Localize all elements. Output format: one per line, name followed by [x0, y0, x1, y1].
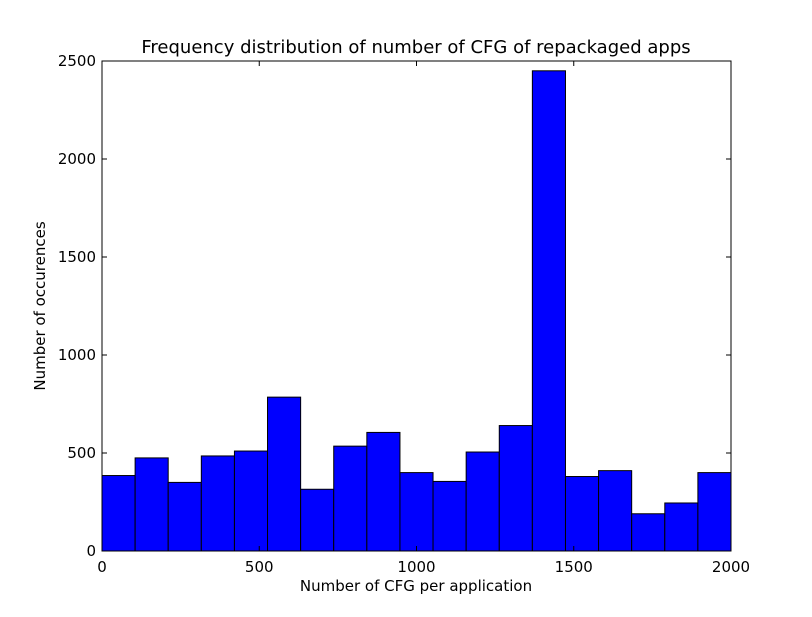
chart-title: Frequency distribution of number of CFG …: [141, 37, 690, 58]
histogram-bar: [465, 451, 500, 552]
histogram-bar: [664, 502, 699, 552]
histogram-bar: [267, 396, 302, 552]
histogram-bar: [300, 488, 335, 552]
histogram-bar: [598, 470, 633, 552]
y-tick-label: 2500: [58, 52, 96, 70]
histogram-bar: [366, 431, 401, 552]
histogram-bar: [167, 481, 202, 552]
histogram-bar: [432, 480, 467, 552]
x-tick-label: 1000: [397, 558, 435, 576]
x-tick-label: 2000: [712, 558, 750, 576]
histogram-bar: [134, 457, 169, 552]
y-axis-ticks: 0 500 1000 1500 2000 2500: [58, 52, 731, 560]
x-tick-label: 500: [245, 558, 274, 576]
x-tick-label: 0: [97, 558, 107, 576]
histogram-bar: [233, 450, 269, 552]
y-tick-label: 500: [67, 444, 96, 462]
histogram-bar: [631, 513, 666, 552]
x-tick-label: 1500: [555, 558, 593, 576]
y-tick-label: 1000: [58, 346, 96, 364]
histogram-bar: [531, 70, 566, 552]
x-axis-label: Number of CFG per application: [300, 577, 532, 595]
bar-group: [101, 70, 732, 552]
y-axis-label: Number of occurences: [31, 221, 49, 390]
histogram-bar: [101, 475, 136, 552]
y-tick-label: 2000: [58, 150, 96, 168]
histogram-bar: [564, 476, 600, 552]
histogram-bar: [498, 425, 533, 552]
histogram-bar: [333, 445, 368, 552]
histogram-bar: [200, 455, 235, 552]
y-tick-label: 0: [86, 542, 96, 560]
histogram-bar: [697, 472, 732, 552]
x-axis-ticks: 0 500 1000 1500 2000: [97, 61, 750, 576]
histogram-bar: [399, 472, 434, 552]
y-tick-label: 1500: [58, 248, 96, 266]
